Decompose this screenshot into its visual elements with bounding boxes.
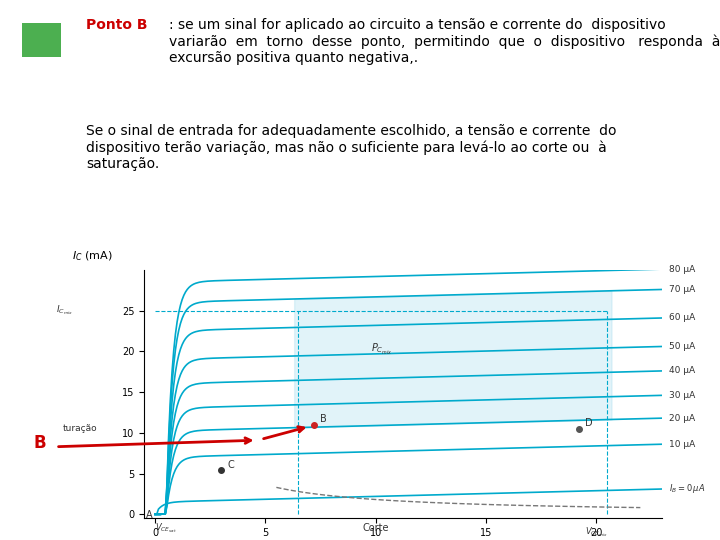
Text: turação: turação	[63, 424, 97, 433]
Text: Ponto B: Ponto B	[86, 18, 148, 32]
Text: : se um sinal for aplicado ao circuito a tensão e corrente do  dispositivo
varia: : se um sinal for aplicado ao circuito a…	[169, 18, 720, 65]
Text: $V_{CE_{mix}}$: $V_{CE_{mix}}$	[585, 525, 608, 539]
Y-axis label: $I_C$ (mA): $I_C$ (mA)	[72, 249, 112, 262]
Text: 80 μA: 80 μA	[669, 265, 696, 274]
Text: 60 μA: 60 μA	[669, 313, 696, 322]
Text: 10 μA: 10 μA	[669, 440, 696, 449]
Text: Se o sinal de entrada for adequadamente escolhido, a tensão e corrente  do
dispo: Se o sinal de entrada for adequadamente …	[86, 124, 617, 171]
Text: C: C	[228, 460, 235, 470]
Text: D: D	[585, 418, 593, 428]
Text: B: B	[34, 434, 46, 451]
Text: $P_{C_{mix}}$: $P_{C_{mix}}$	[372, 341, 392, 356]
Text: 40 μA: 40 μA	[669, 367, 695, 375]
Text: 70 μA: 70 μA	[669, 285, 696, 294]
Text: $I_B = 0\,\mu A$: $I_B = 0\,\mu A$	[669, 483, 705, 496]
Text: 30 μA: 30 μA	[669, 391, 696, 400]
Text: 50 μA: 50 μA	[669, 342, 696, 351]
Text: $V_{CE_{sat}}$: $V_{CE_{sat}}$	[155, 522, 177, 535]
Text: 20 μA: 20 μA	[669, 414, 695, 423]
Text: B: B	[320, 414, 327, 424]
Text: A: A	[146, 510, 153, 519]
Bar	[22, 23, 61, 57]
Text: Corte: Corte	[362, 523, 389, 532]
Text: $I_{C_{mix}}$: $I_{C_{mix}}$	[55, 304, 73, 318]
